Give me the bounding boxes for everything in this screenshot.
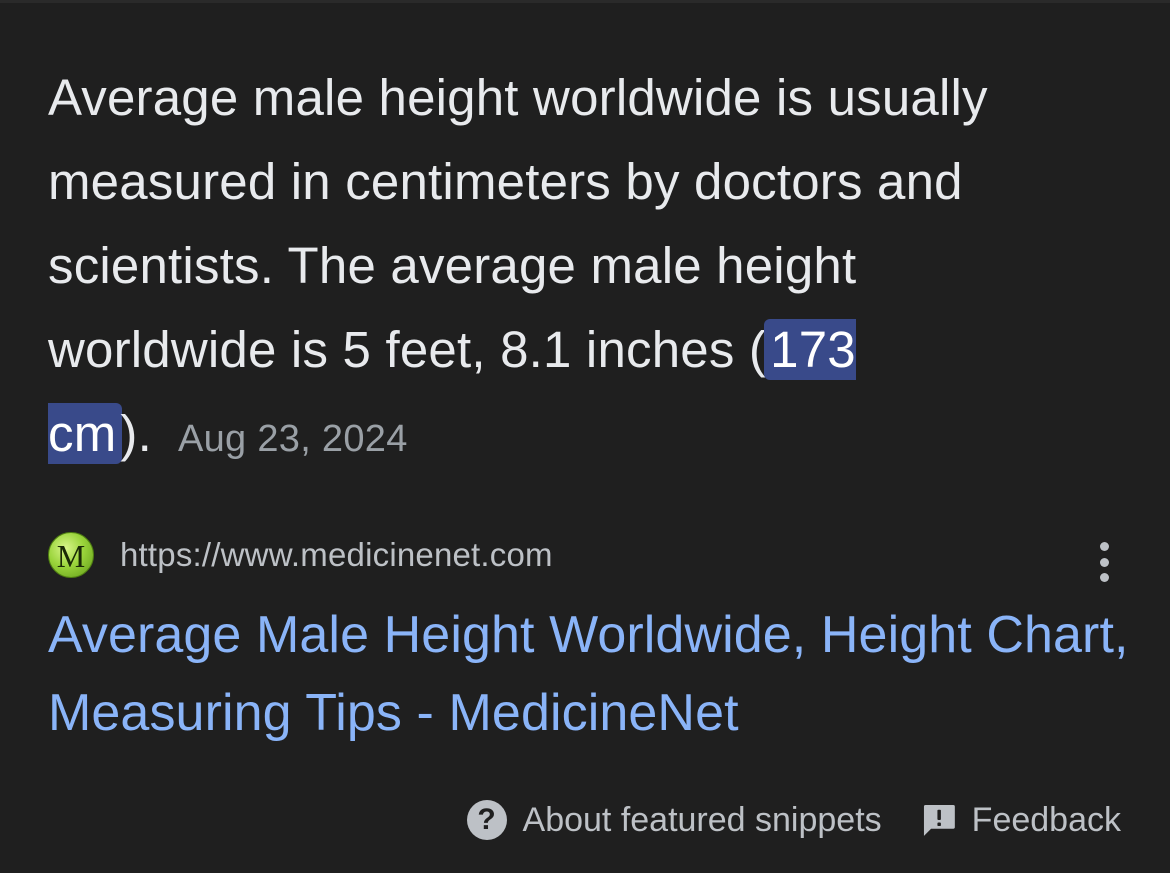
source-url[interactable]: https://www.medicinenet.com — [120, 536, 553, 573]
snippet-footer: ? About featured snippets Feedback — [466, 796, 1121, 844]
feedback-button[interactable]: Feedback — [882, 801, 1121, 840]
medicinenet-favicon-icon: M — [48, 532, 94, 578]
dot — [1099, 557, 1109, 567]
dot — [1099, 542, 1109, 551]
more-options-vertical-dots-icon[interactable] — [1090, 540, 1118, 584]
result-title-link[interactable]: Average Male Height Worldwide, Height Ch… — [48, 606, 1129, 742]
feedback-icon — [923, 804, 955, 836]
feedback-label: Feedback — [971, 800, 1121, 839]
snippet-text-after: ). — [120, 405, 152, 462]
snippet-text: Average male height worldwide is usually… — [48, 56, 1058, 481]
snippet-text-before: Average male height worldwide is usually… — [48, 69, 988, 378]
dot — [1099, 573, 1109, 582]
about-featured-snippets-label: About featured snippets — [522, 800, 882, 839]
help-icon: ? — [466, 800, 507, 840]
card-top-divider — [0, 0, 1170, 3]
source-row[interactable]: M https://www.medicinenet.com — [48, 530, 553, 580]
snippet-date: Aug 23, 2024 — [177, 418, 408, 460]
favicon-letter: M — [56, 538, 86, 574]
about-featured-snippets-button[interactable]: ? About featured snippets — [466, 800, 882, 840]
